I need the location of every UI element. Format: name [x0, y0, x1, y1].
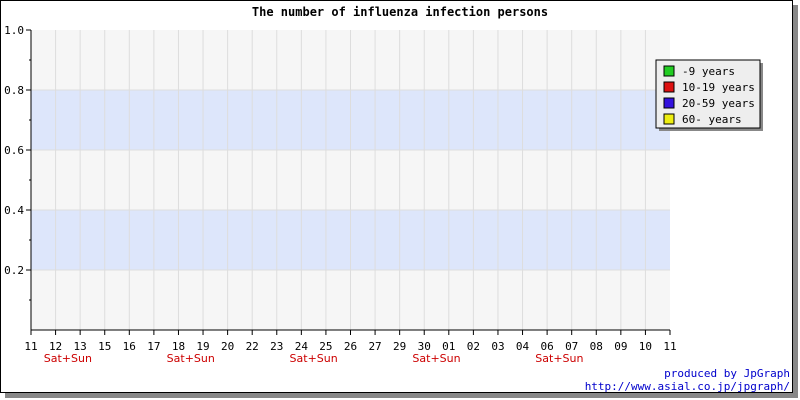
y-axis: 0.2 0.4 0.6 0.8 1.0	[4, 24, 31, 301]
weekend-label: Sat+Sun	[412, 352, 460, 365]
x-tick-label: 08	[590, 340, 603, 353]
legend-swatch	[663, 97, 675, 109]
x-tick-label: 26	[344, 340, 357, 353]
x-axis: 11 12 13 15 16 17 18 19 20 22 23 24 25 26 27 29 30 01 02 03…	[24, 330, 677, 365]
legend-label: 10-19 years	[682, 81, 755, 94]
legend-swatch	[663, 113, 675, 125]
x-tick-label: 06	[540, 340, 553, 353]
credit-line-2: http://www.asial.co.jp/jpgraph/	[585, 380, 790, 393]
x-tick-label: 03	[491, 340, 504, 353]
x-tick-label: 04	[516, 340, 530, 353]
x-tick-label: 12	[49, 340, 62, 353]
x-tick-label: 15	[98, 340, 111, 353]
x-tick-label: 13	[74, 340, 87, 353]
legend-label: 60- years	[682, 113, 742, 126]
x-tick-label: 27	[368, 340, 381, 353]
credit-line-1: produced by JpGraph	[664, 367, 790, 380]
weekend-label: Sat+Sun	[44, 352, 92, 365]
y-tick-label: 0.2	[4, 264, 24, 277]
y-tick-label: 0.8	[4, 84, 24, 97]
x-tick-label: 18	[172, 340, 185, 353]
x-tick-label: 02	[467, 340, 480, 353]
x-tick-label: 17	[147, 340, 160, 353]
x-tick-label: 20	[221, 340, 234, 353]
weekend-label: Sat+Sun	[535, 352, 583, 365]
x-tick-label: 19	[196, 340, 209, 353]
chart-title: The number of influenza infection person…	[252, 5, 548, 19]
x-tick-label: 24	[295, 340, 309, 353]
x-tick-label: 09	[614, 340, 627, 353]
x-tick-label: 10	[639, 340, 652, 353]
x-tick-label: 29	[393, 340, 406, 353]
legend-label: 20-59 years	[682, 97, 755, 110]
x-tick-label: 16	[123, 340, 136, 353]
y-tick-label: 1.0	[4, 24, 24, 37]
x-tick-label: 11	[663, 340, 676, 353]
x-tick-label: 11	[24, 340, 37, 353]
x-tick-label: 22	[246, 340, 259, 353]
x-tick-label: 01	[442, 340, 455, 353]
y-tick-label: 0.4	[4, 204, 24, 217]
x-tick-label: 07	[565, 340, 578, 353]
legend-label: -9 years	[682, 65, 735, 78]
y-tick-label: 0.6	[4, 144, 24, 157]
legend: -9 years 10-19 years 20-59 years 60- years	[655, 59, 763, 131]
plot-area	[30, 30, 670, 331]
weekend-label: Sat+Sun	[167, 352, 215, 365]
legend-swatch	[663, 65, 675, 77]
x-tick-label: 25	[319, 340, 332, 353]
x-tick-label: 30	[418, 340, 431, 353]
weekend-label: Sat+Sun	[290, 352, 338, 365]
x-tick-label: 23	[270, 340, 283, 353]
legend-swatch	[663, 81, 675, 93]
